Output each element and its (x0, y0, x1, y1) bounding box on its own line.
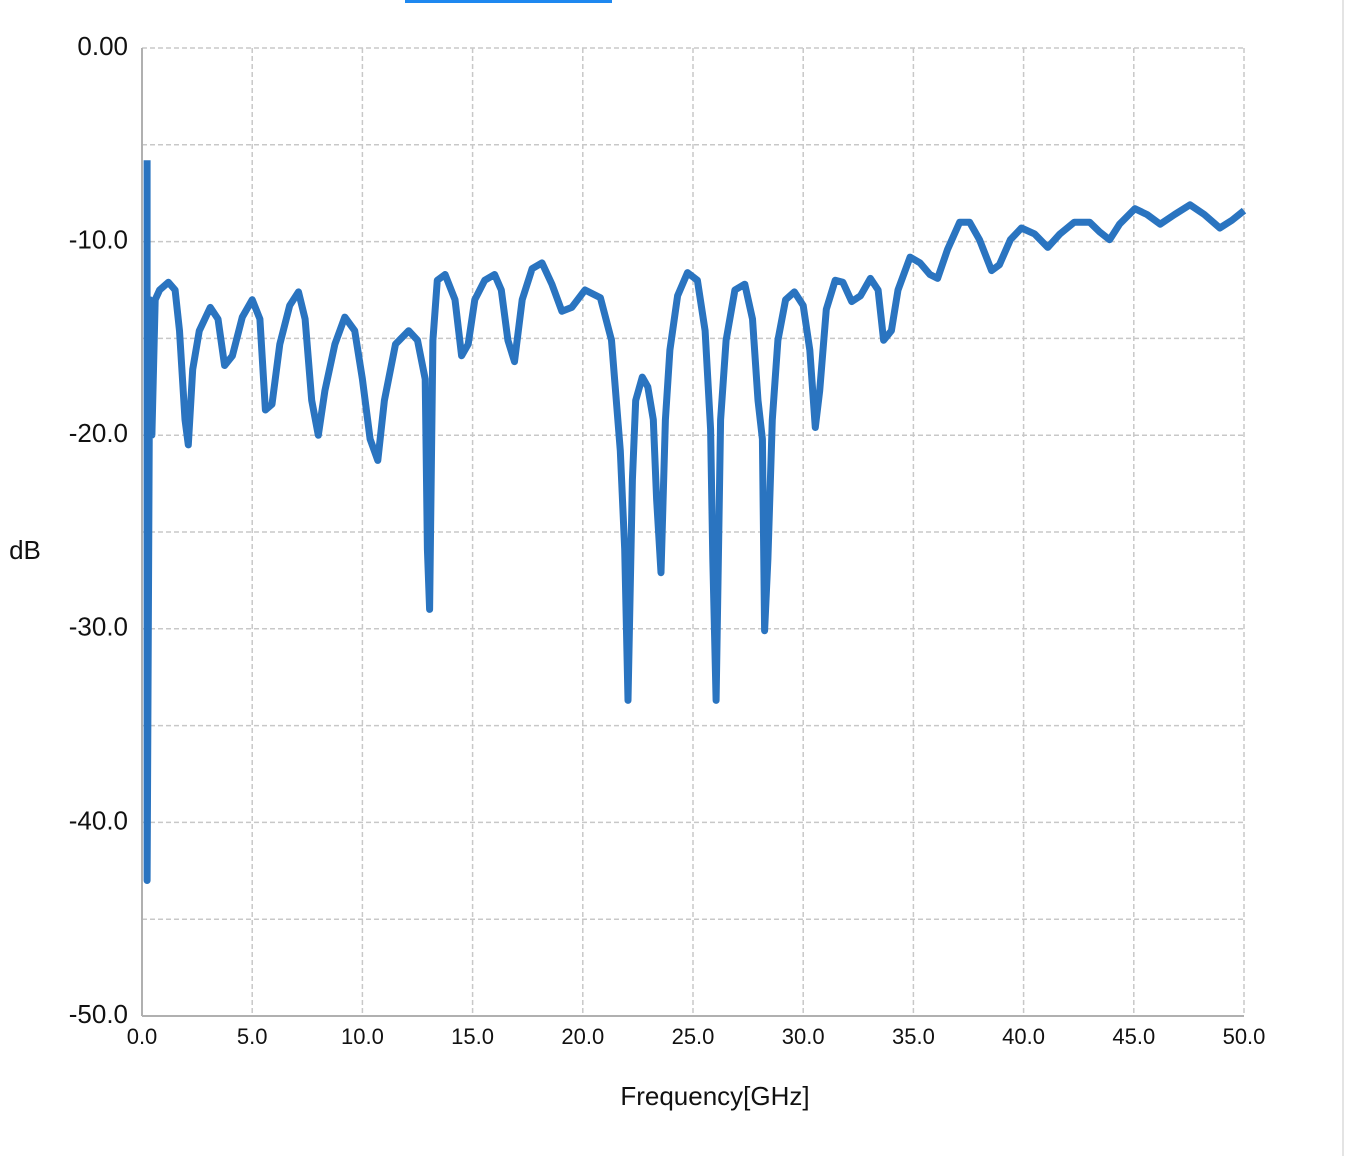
y-tick-label: -20.0 (69, 418, 128, 448)
x-tick-label: 10.0 (341, 1024, 384, 1049)
x-axis-label: Frequency[GHz] (620, 1081, 809, 1111)
x-tick-label: 5.0 (237, 1024, 268, 1049)
y-tick-label: -10.0 (69, 224, 128, 254)
x-tick-label: 30.0 (782, 1024, 825, 1049)
x-tick-label: 0.0 (127, 1024, 158, 1049)
y-tick-label: -30.0 (69, 612, 128, 642)
x-tick-label: 25.0 (672, 1024, 715, 1049)
x-tick-label: 20.0 (561, 1024, 604, 1049)
x-tick-label: 35.0 (892, 1024, 935, 1049)
y-axis-label: dB (9, 535, 41, 565)
x-tick-label: 45.0 (1112, 1024, 1155, 1049)
x-tick-label: 15.0 (451, 1024, 494, 1049)
y-tick-label: -40.0 (69, 805, 128, 835)
y-tick-label: 0.00 (77, 31, 128, 61)
y-tick-label: -50.0 (69, 999, 128, 1029)
data-line (143, 160, 1247, 884)
top-tab-indicator (405, 0, 612, 3)
x-tick-label: 50.0 (1223, 1024, 1266, 1049)
x-tick-label: 40.0 (1002, 1024, 1045, 1049)
